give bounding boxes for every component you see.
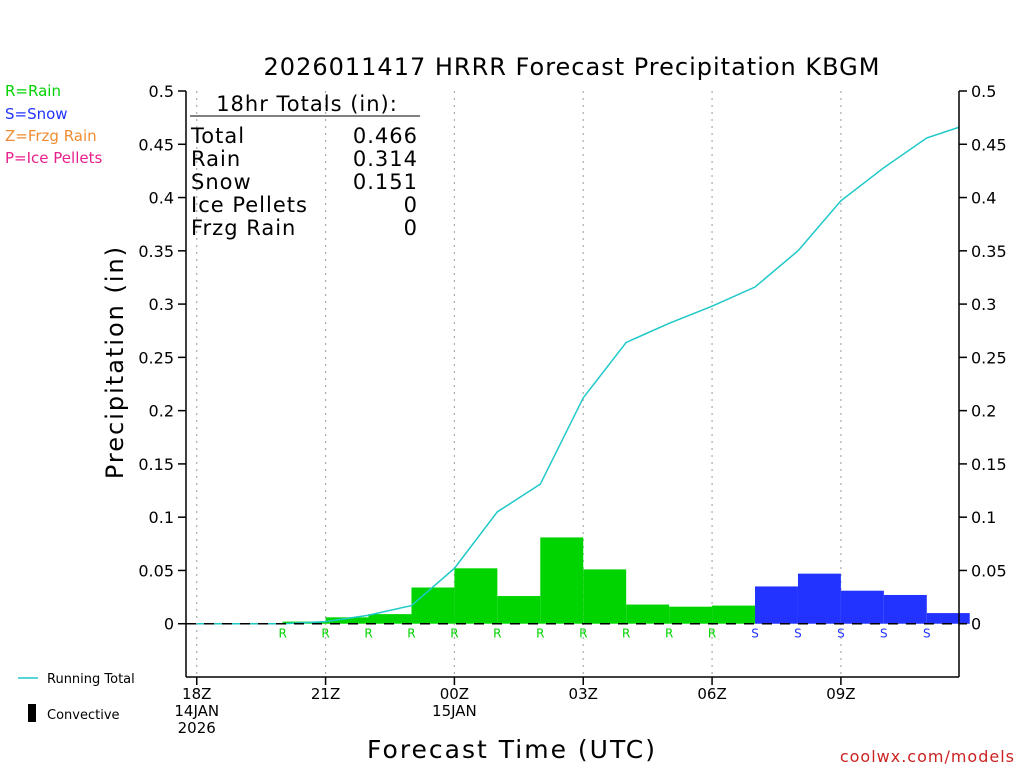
y-tick-label-right: 0.15	[971, 455, 1007, 474]
ptype-label: R	[493, 627, 501, 641]
precip-bar	[368, 614, 412, 624]
totals-box: 18hr Totals (in): Total 0.466 Rain 0.314 Sno…	[190, 92, 420, 240]
ptype-label: S	[880, 627, 888, 641]
running-total-series	[196, 126, 960, 625]
y-tick-label-right: 0.35	[971, 242, 1007, 261]
precip-bars	[282, 537, 970, 624]
y-tick-label-right: 0.1	[971, 508, 996, 527]
totals-label: Snow	[191, 170, 252, 194]
y-tick-label-left: 0.2	[149, 402, 174, 421]
y-tick-label-right: 0.05	[971, 561, 1007, 580]
chart-title: 2026011417 HRRR Forecast Precipitation K…	[264, 53, 881, 81]
x-tick-label: 06Z	[697, 685, 726, 703]
y-tick-label-left: 0	[164, 615, 174, 634]
y-tick-label-right: 0.25	[971, 348, 1007, 367]
x-tick-label: 21Z	[311, 685, 340, 703]
y-tick-label-right: 0.5	[971, 82, 996, 101]
x-axis-label: Forecast Time (UTC)	[367, 735, 657, 764]
totals-label: Ice Pellets	[191, 193, 308, 217]
x-tick-label: 09Z	[826, 685, 855, 703]
x-tick-label: 15JAN	[432, 702, 477, 720]
ptype-label: R	[407, 627, 415, 641]
y-tick-label-left: 0.1	[149, 508, 174, 527]
x-tick-label: 03Z	[569, 685, 598, 703]
ptype-label: R	[278, 627, 286, 641]
ptype-label: R	[665, 627, 673, 641]
axes: 0 00.05 0.050.1 0.10.15 0.150.2 0.20.25 0.250.…	[138, 82, 1006, 737]
precip-bar	[797, 573, 841, 624]
x-tick-label: 2026	[178, 719, 216, 737]
totals-value: 0.314	[353, 147, 418, 171]
y-tick-label-right: 0.3	[971, 295, 996, 314]
totals-value: 0	[404, 193, 418, 217]
convective-legend-swatch	[28, 704, 36, 722]
y-tick-label-left: 0.5	[149, 82, 174, 101]
watermark: coolwx.com/models	[840, 747, 1015, 766]
y-tick-label-right: 0.45	[971, 135, 1007, 154]
legend-running-total: Running Total	[47, 672, 135, 687]
x-tick-label: 18Z	[182, 685, 211, 703]
legend-rain: R=Rain	[5, 82, 61, 100]
legend-frzg-rain: Z=Frzg Rain	[5, 127, 97, 145]
y-tick-label-left: 0.45	[138, 135, 174, 154]
legend-ice-pellets: P=Ice Pellets	[5, 149, 102, 167]
totals-label: Total	[190, 124, 245, 148]
ptype-label: R	[622, 627, 630, 641]
totals-value: 0.466	[353, 124, 418, 148]
precip-bar	[883, 594, 927, 624]
precip-bar	[755, 586, 798, 624]
precip-bar	[669, 606, 713, 624]
ptype-label: R	[364, 627, 372, 641]
precip-bar	[583, 569, 627, 624]
totals-label: Frzg Rain	[191, 216, 296, 240]
ptype-label: S	[794, 627, 802, 641]
y-tick-label-right: 0	[971, 615, 981, 634]
totals-header: 18hr Totals (in):	[216, 92, 398, 116]
y-tick-label-right: 0.2	[971, 402, 996, 421]
precip-bar	[411, 587, 455, 624]
y-tick-label-left: 0.15	[138, 455, 174, 474]
x-tick-label: 00Z	[440, 685, 469, 703]
precip-bar	[497, 596, 541, 624]
legend-snow: S=Snow	[5, 105, 68, 123]
y-tick-label-left: 0.25	[138, 348, 174, 367]
ptype-label: S	[751, 627, 759, 641]
precip-bar	[840, 590, 884, 624]
running-total-line	[196, 126, 960, 625]
ptype-label: R	[708, 627, 716, 641]
x-tick-label: 14JAN	[174, 702, 219, 720]
ptype-label: S	[923, 627, 931, 641]
y-tick-label-left: 0.3	[149, 295, 174, 314]
legend-convective: Convective	[47, 708, 120, 723]
y-tick-label-left: 0.35	[138, 242, 174, 261]
y-tick-label-right: 0.4	[971, 189, 996, 208]
ptype-label: S	[837, 627, 845, 641]
y-axis-label: Precipitation (in)	[101, 245, 129, 479]
totals-value: 0	[404, 216, 418, 240]
totals-label: Rain	[191, 147, 241, 171]
precip-bar	[325, 617, 369, 624]
precip-bar	[540, 537, 584, 624]
totals-value: 0.151	[353, 170, 418, 194]
precip-bar	[454, 568, 498, 624]
ptype-label: R	[321, 627, 329, 641]
y-tick-label-left: 0.05	[138, 561, 174, 580]
y-tick-label-left: 0.4	[149, 189, 174, 208]
ptype-label: R	[450, 627, 458, 641]
ptype-label: R	[536, 627, 544, 641]
precip-bar	[712, 605, 756, 624]
ptype-label: R	[579, 627, 587, 641]
grid-lines	[196, 91, 842, 677]
precip-bar	[626, 604, 670, 624]
precip-bar	[926, 613, 970, 624]
